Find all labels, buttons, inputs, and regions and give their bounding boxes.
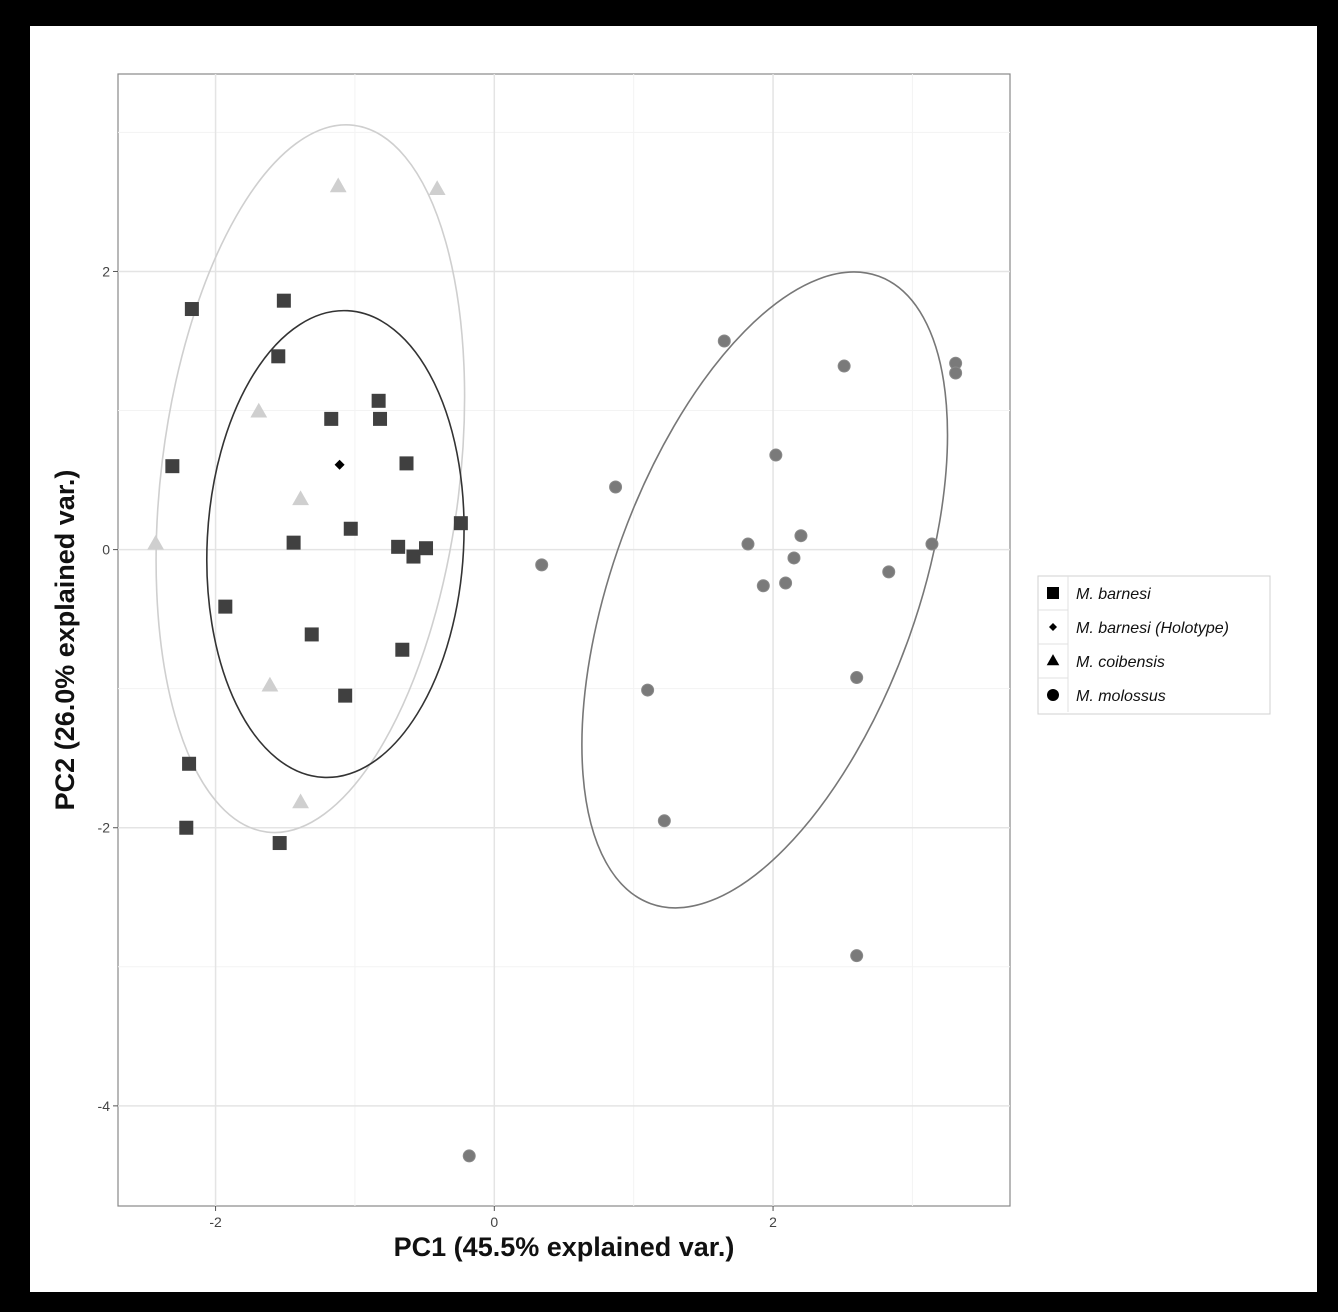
x-tick-label: 0 — [490, 1214, 498, 1230]
data-point — [925, 537, 939, 551]
y-tick-label: 2 — [102, 263, 110, 279]
x-tick-label: -2 — [209, 1214, 222, 1230]
data-point — [641, 683, 655, 697]
data-point — [292, 793, 309, 809]
legend-key-triangle — [1046, 654, 1060, 666]
data-point — [949, 366, 963, 380]
y-axis-title: PC2 (26.0% explained var.) — [50, 470, 80, 811]
data-point — [261, 676, 279, 692]
data-point — [779, 576, 793, 590]
data-point — [406, 549, 421, 564]
data-point — [462, 1149, 476, 1163]
data-point — [271, 349, 286, 364]
data-point — [276, 293, 291, 308]
confidence-ellipses — [155, 124, 949, 909]
legend-label: M. barnesi (Holotype) — [1076, 620, 1229, 637]
data-point — [837, 359, 851, 373]
data-point — [419, 541, 434, 556]
confidence-ellipse — [205, 309, 465, 779]
data-point — [399, 456, 414, 471]
figure-frame: -2 0 2 -4 -2 0 2 PC1 (45.5% explained var.) PC… — [30, 26, 1317, 1292]
data-point — [329, 177, 347, 193]
data-point — [741, 537, 755, 551]
data-point — [182, 756, 197, 771]
grid-lines — [118, 74, 1010, 1206]
data-point — [371, 393, 386, 408]
data-point — [535, 558, 549, 572]
pca-scatter-plot: -2 0 2 -4 -2 0 2 PC1 (45.5% explained var.) PC… — [50, 73, 1271, 1262]
legend-key-diamond — [1049, 623, 1057, 631]
data-point — [787, 551, 801, 565]
data-point — [769, 448, 783, 462]
data-point — [165, 459, 180, 474]
data-point — [338, 688, 353, 703]
data-point — [717, 334, 731, 348]
data-point — [609, 480, 623, 494]
y-tick-label: 0 — [102, 542, 110, 558]
data-point — [343, 521, 358, 536]
legend-label: M. barnesi — [1076, 586, 1151, 603]
data-point — [882, 565, 896, 579]
data-point — [395, 642, 410, 657]
data-point — [179, 820, 194, 835]
confidence-ellipse — [155, 124, 466, 834]
data-point — [334, 459, 345, 470]
legend-key-circle — [1047, 689, 1059, 701]
data-point — [218, 599, 233, 614]
data-point — [324, 411, 339, 426]
legend-label: M. molossus — [1076, 688, 1166, 705]
legend-box — [1037, 575, 1271, 715]
legend: M. barnesi M. barnesi (Holotype) M. coiben… — [1037, 575, 1271, 715]
x-axis-title: PC1 (45.5% explained var.) — [394, 1232, 735, 1262]
y-tick-label: -2 — [98, 820, 111, 836]
data-point — [292, 490, 309, 506]
data-point — [147, 534, 165, 550]
data-point — [756, 579, 770, 593]
data-point — [794, 529, 808, 543]
data-point — [850, 949, 864, 963]
data-point — [850, 671, 864, 685]
axis-ticks: -2 0 2 -4 -2 0 2 — [98, 263, 778, 1230]
y-tick-label: -4 — [98, 1098, 111, 1114]
confidence-ellipse — [581, 271, 949, 909]
legend-key-square — [1047, 587, 1059, 599]
data-point — [428, 180, 446, 196]
data-point — [373, 411, 388, 426]
data-point — [286, 535, 301, 550]
plot-panel — [117, 73, 1011, 1207]
x-tick-label: 2 — [769, 1214, 777, 1230]
data-point — [657, 814, 671, 828]
data-point — [184, 302, 199, 317]
data-point — [453, 516, 468, 531]
data-point — [272, 836, 287, 851]
data-point — [391, 539, 406, 554]
legend-label: M. coibensis — [1076, 654, 1165, 671]
data-points — [147, 177, 963, 1163]
data-point — [304, 627, 319, 642]
data-point — [250, 402, 268, 418]
